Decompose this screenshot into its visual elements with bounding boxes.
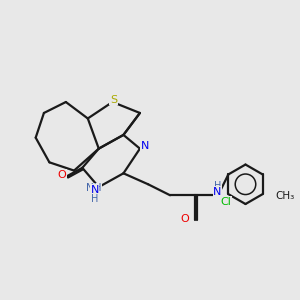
Text: O: O	[181, 214, 190, 224]
Text: N: N	[141, 141, 149, 152]
Text: CH₃: CH₃	[275, 190, 294, 200]
Text: O: O	[57, 170, 66, 180]
Text: H: H	[214, 181, 222, 191]
Text: N: N	[91, 185, 99, 195]
Text: Cl: Cl	[220, 197, 231, 207]
Text: S: S	[110, 95, 117, 105]
Text: N: N	[213, 187, 222, 197]
Text: NH: NH	[86, 183, 102, 194]
Text: H: H	[91, 194, 98, 203]
